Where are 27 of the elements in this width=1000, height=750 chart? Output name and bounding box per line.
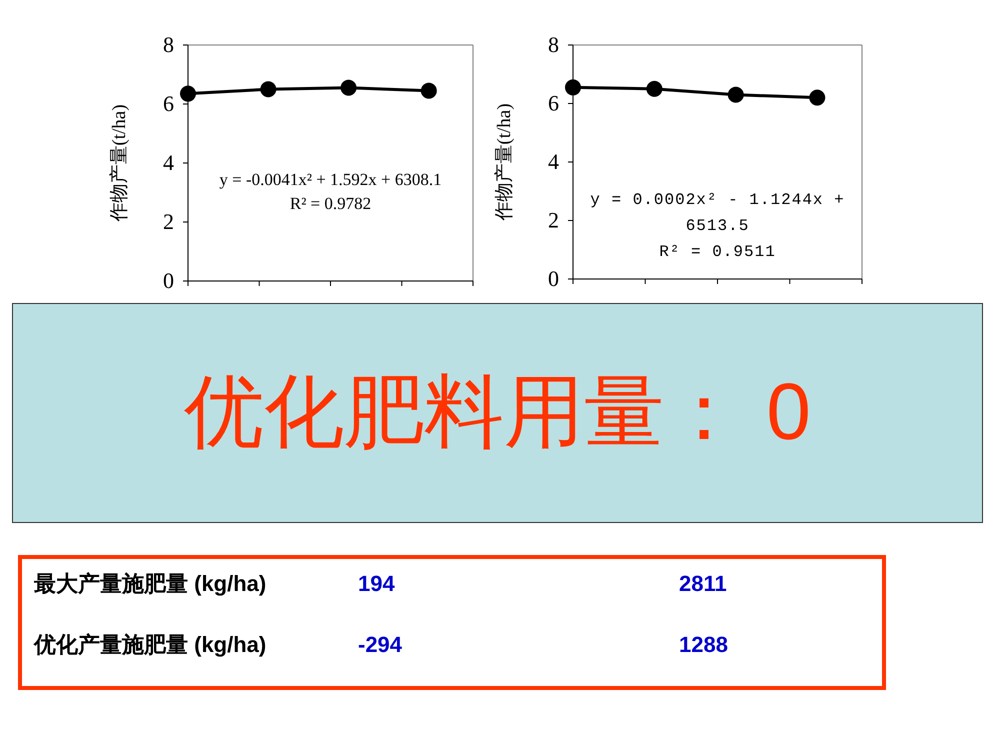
annotation: R² = 0.9511 xyxy=(658,242,777,263)
point xyxy=(180,86,196,102)
point xyxy=(260,81,276,98)
y-tick-label: 8 xyxy=(163,32,174,57)
text: 194 xyxy=(358,571,395,597)
y-tick-label: 6 xyxy=(548,90,559,116)
y-axis-title: 作物产量(t/ha) xyxy=(494,103,515,222)
point xyxy=(420,82,437,99)
y-tick-label: 0 xyxy=(548,266,559,291)
text: 优化肥料用量： 0 xyxy=(184,366,811,458)
y-axis-title: 作物产量(t/ha) xyxy=(109,104,130,223)
text: 最大产量施肥量 (kg/ha) xyxy=(34,571,266,597)
y-tick-label: 0 xyxy=(163,268,174,293)
annotation: y = 0.0002x² - 1.1244x + 6513.5 xyxy=(589,190,846,237)
y-tick-label: 6 xyxy=(163,91,174,116)
y-tick-label: 8 xyxy=(548,32,559,57)
text: 1288 xyxy=(679,632,728,658)
text: -294 xyxy=(358,632,402,658)
y-tick-label: 2 xyxy=(548,208,559,232)
annotation: R² = 0.9782 xyxy=(288,192,372,215)
point xyxy=(340,80,357,96)
y-tick-label: 2 xyxy=(163,209,174,234)
text: 优化产量施肥量 (kg/ha) xyxy=(34,632,266,658)
annotation: y = -0.0041x² + 1.592x + 6308.1 xyxy=(218,168,443,191)
y-tick-label: 4 xyxy=(548,149,559,174)
y-tick-label: 4 xyxy=(163,150,174,175)
text: 2811 xyxy=(679,571,727,597)
